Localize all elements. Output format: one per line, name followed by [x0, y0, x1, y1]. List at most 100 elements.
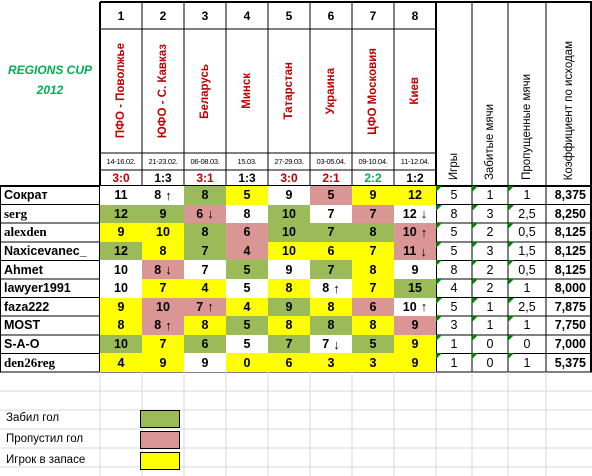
- stat-cell-text: 1: [523, 355, 531, 370]
- note-marker-icon: [436, 241, 442, 248]
- score-cell: 9: [394, 316, 436, 335]
- tour-score: 3:0: [100, 170, 142, 186]
- score-cell-text: 3: [327, 355, 335, 370]
- stat-header-text: Пропущенные мячи: [521, 74, 533, 180]
- score-cell: 10: [100, 334, 142, 354]
- note-marker-icon: [472, 279, 478, 285]
- score-cell: 10: [142, 297, 184, 317]
- stat-cell-text: 2: [486, 262, 494, 277]
- score-cell-text: 7: [201, 244, 209, 259]
- tour-name: ПФО - Поволжье: [100, 29, 142, 153]
- score-cell-text: 7: [159, 337, 167, 352]
- score-cell: 12 ↓: [394, 204, 436, 224]
- stat-cell-text: 1: [486, 299, 494, 314]
- score-cell-text: 7: [322, 337, 330, 352]
- stat-cell: 1: [508, 279, 546, 298]
- score-cell: 8: [352, 260, 394, 279]
- score-cell: 8 ↑: [142, 316, 184, 335]
- score-cell: 9: [142, 204, 184, 224]
- score-cell: 5: [226, 279, 268, 298]
- tour-score-text: 2:2: [364, 171, 382, 185]
- tour-name: Украина: [310, 29, 352, 153]
- coefficient-cell: 8,000: [546, 279, 592, 298]
- tour-score: 3:0: [268, 170, 310, 186]
- score-cell-text: 4: [243, 244, 251, 259]
- player-name-text: MOST: [4, 318, 41, 333]
- coefficient-cell-text: 8,125: [554, 244, 586, 259]
- score-cell: 6: [310, 241, 352, 261]
- player-name-text: S-A-O: [4, 337, 40, 352]
- arrow-up-icon: ↑: [333, 280, 340, 296]
- player-name-text: Naxicevanec_: [4, 244, 87, 259]
- stat-cell-text: 2,5: [518, 206, 536, 221]
- player-name-text: faza222: [4, 299, 50, 314]
- stat-cell-text: 1: [486, 318, 494, 333]
- cup-title-line: REGIONS CUP: [7, 63, 92, 77]
- stat-cell: 5: [436, 297, 472, 317]
- stat-cell: 1: [508, 186, 546, 205]
- coefficient-cell: 5,375: [546, 353, 592, 372]
- score-cell: 8: [142, 241, 184, 261]
- score-cell: 7: [352, 279, 394, 298]
- score-cell: 8: [226, 204, 268, 224]
- score-cell: 9: [268, 297, 310, 317]
- score-cell-text: 7: [369, 206, 377, 221]
- tour-number-text: 3: [201, 8, 209, 23]
- score-cell-text: 6: [201, 337, 209, 352]
- score-cell-text: 10: [282, 225, 296, 240]
- score-cell: 3: [352, 353, 394, 372]
- score-cell-text: 10: [114, 262, 128, 277]
- stat-cell-text: 2: [486, 225, 494, 240]
- stat-cell-text: 5: [450, 244, 458, 259]
- score-cell: 9: [394, 353, 436, 372]
- tour-score-text: 2:1: [322, 171, 340, 185]
- player-name-text: lawyer1991: [4, 281, 71, 296]
- tour-score: 1:3: [226, 170, 268, 186]
- stat-cell-text: 2,5: [518, 299, 536, 314]
- score-cell: 7: [142, 279, 184, 298]
- note-marker-icon: [472, 260, 478, 267]
- score-cell-text: 9: [285, 262, 293, 277]
- score-cell: 8: [100, 316, 142, 335]
- tour-date-text: 06-08.03.: [190, 157, 220, 166]
- player-name: alexden: [0, 223, 100, 242]
- stat-cell: 0: [508, 334, 546, 354]
- score-cell-text: 4: [243, 299, 251, 314]
- coefficient-cell: 8,125: [546, 223, 592, 242]
- stat-header-text: Коэффициент по исходам: [563, 40, 575, 180]
- score-cell: 11 ↓: [394, 241, 436, 261]
- tour-name: ЮФО - С. Кавказ: [142, 29, 184, 153]
- coefficient-cell-text: 8,375: [554, 188, 586, 203]
- stat-cell: 0,5: [508, 223, 546, 242]
- score-cell-text: 15: [408, 281, 422, 296]
- tour-date: 06-08.03.: [184, 153, 226, 170]
- score-cell: 7: [268, 334, 310, 354]
- stat-cell: 0: [472, 334, 508, 354]
- coefficient-cell: 8,125: [546, 260, 592, 279]
- score-cell: 7 ↑: [184, 297, 226, 317]
- note-marker-icon: [508, 279, 514, 285]
- note-marker-icon: [508, 204, 514, 211]
- score-cell-text: 8: [154, 318, 162, 333]
- score-cell-text: 9: [411, 262, 419, 277]
- score-cell-text: 5: [243, 318, 251, 333]
- score-cell: 15: [394, 279, 436, 298]
- score-cell: 10: [268, 223, 310, 242]
- note-marker-icon: [436, 279, 442, 285]
- score-cell: 7: [184, 260, 226, 279]
- coefficient-cell: 8,375: [546, 186, 592, 205]
- score-cell-text: 8: [201, 225, 209, 240]
- note-marker-icon: [436, 204, 442, 211]
- score-cell-text: 8: [154, 188, 162, 203]
- note-marker-icon: [472, 223, 478, 230]
- stat-cell: 2: [472, 223, 508, 242]
- note-marker-icon: [436, 316, 442, 323]
- score-cell-text: 5: [243, 262, 251, 277]
- stat-cell-text: 8: [450, 206, 458, 221]
- tour-name: Татарстан: [268, 29, 310, 153]
- stat-cell: 1: [508, 353, 546, 372]
- stat-cell-text: 0: [523, 337, 531, 352]
- score-cell-text: 5: [243, 281, 251, 296]
- score-cell-text: 8: [159, 244, 167, 259]
- tour-name: Беларусь: [184, 29, 226, 153]
